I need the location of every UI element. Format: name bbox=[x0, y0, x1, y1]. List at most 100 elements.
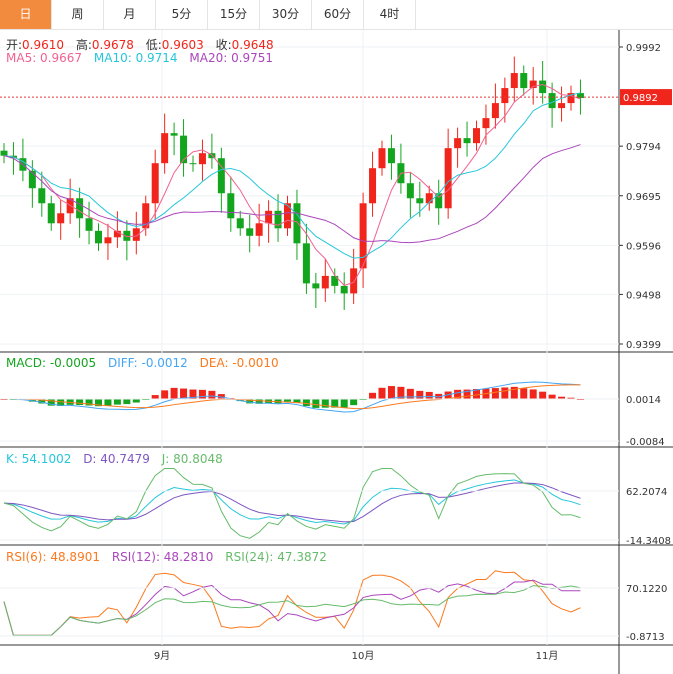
dea-value: DEA: -0.0010 bbox=[199, 356, 279, 370]
period-tabs: 日周月 5分 15分 30分 60分 4时 bbox=[0, 0, 673, 30]
candle bbox=[142, 203, 150, 229]
macd-bar bbox=[463, 389, 471, 399]
ma20-value: MA20: 0.9751 bbox=[189, 51, 274, 65]
j-line bbox=[3, 468, 581, 539]
candle bbox=[406, 183, 414, 199]
price-tick-label: 0.9596 bbox=[626, 241, 661, 252]
d-value: D: 40.7479 bbox=[83, 452, 150, 466]
macd-bar bbox=[104, 399, 112, 406]
candle bbox=[491, 103, 499, 119]
tab-2[interactable]: 月 bbox=[104, 0, 156, 29]
candle bbox=[246, 228, 254, 236]
candle bbox=[113, 230, 121, 238]
candle bbox=[369, 168, 377, 204]
candle bbox=[123, 230, 131, 241]
tab-7[interactable]: 4时 bbox=[364, 0, 416, 29]
candle bbox=[284, 203, 291, 229]
candle bbox=[9, 155, 17, 159]
candle bbox=[57, 213, 65, 224]
macd-bar bbox=[387, 386, 395, 399]
candle bbox=[0, 150, 8, 156]
macd-bar bbox=[9, 399, 17, 400]
macd-bar bbox=[123, 399, 131, 405]
macd-bar bbox=[491, 388, 499, 399]
ohlc-legend: 开:0.9610 高:0.9678 低:0.9603 收:0.9648 bbox=[6, 36, 282, 53]
macd-bar bbox=[246, 399, 254, 404]
rsi-tick-label: 70.1220 bbox=[626, 584, 667, 595]
macd-bar bbox=[558, 396, 566, 399]
macd-bar bbox=[255, 399, 263, 404]
candle bbox=[255, 223, 263, 236]
candle bbox=[529, 80, 537, 89]
candle bbox=[482, 118, 490, 129]
candle bbox=[161, 133, 169, 164]
candle bbox=[350, 268, 358, 294]
price-tick-label: 0.9498 bbox=[626, 290, 661, 301]
macd-bar bbox=[170, 387, 178, 399]
candle bbox=[444, 148, 452, 209]
macd-bar bbox=[548, 394, 556, 399]
d-line bbox=[3, 482, 581, 523]
candle bbox=[104, 237, 112, 244]
macd-bar bbox=[38, 399, 46, 404]
tab-4[interactable]: 15分 bbox=[208, 0, 260, 29]
x-tick-label: 11月 bbox=[536, 650, 559, 662]
macd-bar bbox=[293, 399, 301, 403]
candle bbox=[312, 283, 320, 289]
candle bbox=[558, 103, 566, 109]
macd-bar bbox=[0, 399, 8, 400]
candle bbox=[85, 218, 93, 231]
macd-bar bbox=[28, 399, 36, 402]
candle bbox=[132, 228, 140, 241]
price-tick-label: 0.9399 bbox=[626, 340, 661, 351]
ma10-line bbox=[3, 92, 581, 259]
candle bbox=[265, 210, 273, 224]
macd-bar bbox=[217, 394, 225, 399]
macd-bar bbox=[113, 399, 121, 405]
macd-bar bbox=[331, 399, 339, 408]
candle bbox=[302, 243, 310, 284]
macd-bar bbox=[85, 399, 93, 406]
tab-3[interactable]: 5分 bbox=[156, 0, 208, 29]
macd-bar bbox=[397, 386, 405, 399]
candle bbox=[189, 163, 197, 165]
ma10-value: MA10: 0.9714 bbox=[93, 51, 178, 65]
macd-bar bbox=[435, 393, 443, 399]
macd-bar bbox=[425, 391, 433, 399]
kdj-tick-label: 62.2074 bbox=[626, 487, 667, 498]
macd-bar bbox=[529, 389, 537, 399]
ma5-line bbox=[3, 84, 581, 286]
candle bbox=[47, 203, 55, 224]
rsi-legend: RSI(6): 48.8901 RSI(12): 48.2810 RSI(24)… bbox=[6, 550, 335, 564]
diff-line bbox=[3, 381, 581, 413]
macd-bar bbox=[576, 398, 584, 400]
macd-bar bbox=[227, 397, 235, 399]
macd-bar bbox=[76, 399, 84, 406]
macd-bar bbox=[284, 399, 291, 402]
macd-bar bbox=[321, 399, 329, 408]
tab-0[interactable]: 日 bbox=[0, 0, 52, 29]
macd-bar bbox=[274, 399, 282, 404]
candle bbox=[236, 218, 244, 229]
x-tick-label: 10月 bbox=[352, 650, 375, 662]
current-price-badge bbox=[620, 89, 672, 106]
macd-bar bbox=[142, 399, 150, 400]
j-value: J: 80.8048 bbox=[161, 452, 223, 466]
candle bbox=[274, 210, 282, 229]
tab-6[interactable]: 60分 bbox=[312, 0, 364, 29]
tab-5[interactable]: 30分 bbox=[260, 0, 312, 29]
macd-bar bbox=[47, 399, 55, 406]
ma20-line bbox=[3, 144, 581, 244]
close-label: 收: bbox=[215, 38, 232, 52]
candle bbox=[510, 73, 518, 89]
macd-bar bbox=[482, 388, 490, 399]
low-label: 低: bbox=[145, 38, 162, 52]
candle bbox=[548, 93, 556, 109]
x-tick-label: 9月 bbox=[154, 650, 170, 662]
tab-1[interactable]: 周 bbox=[52, 0, 104, 29]
price-tick-label: 0.9695 bbox=[626, 192, 661, 203]
candle bbox=[425, 193, 433, 204]
macd-bar bbox=[57, 399, 65, 406]
candle bbox=[170, 133, 178, 136]
